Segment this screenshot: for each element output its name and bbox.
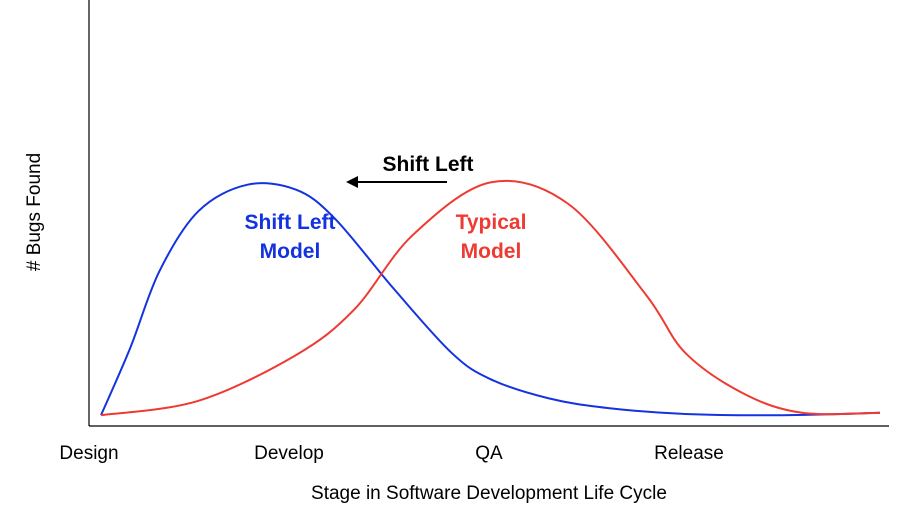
series-label-line: Model (260, 240, 321, 263)
series-label-typical-model: Typical Model (456, 211, 527, 263)
y-axis-label: # Bugs Found (24, 153, 45, 271)
series-labels: Shift Left Model Typical Model (245, 211, 527, 263)
x-tick-labels: Design Develop QA Release (59, 443, 723, 464)
series-label-shift-left-model: Shift Left Model (245, 211, 336, 263)
series-label-line: Model (461, 240, 522, 263)
series-line-typical-model (100, 179, 881, 417)
series-label-line: Typical (456, 211, 527, 234)
series-label-line: Shift Left (245, 211, 336, 234)
x-tick-label: Design (59, 443, 118, 464)
x-tick-label: QA (475, 443, 503, 464)
series-layer (100, 179, 881, 417)
shift-left-arrow-head (346, 176, 358, 188)
chart-axes (88, 0, 889, 427)
x-axis-label: Stage in Software Development Life Cycle (311, 483, 667, 504)
shift-left-annotation-text: Shift Left (383, 153, 474, 176)
x-tick-label: Release (654, 443, 724, 464)
shift-left-annotation: Shift Left (346, 153, 473, 188)
x-tick-label: Develop (254, 443, 324, 464)
series-line-shift-left-model (100, 182, 881, 417)
